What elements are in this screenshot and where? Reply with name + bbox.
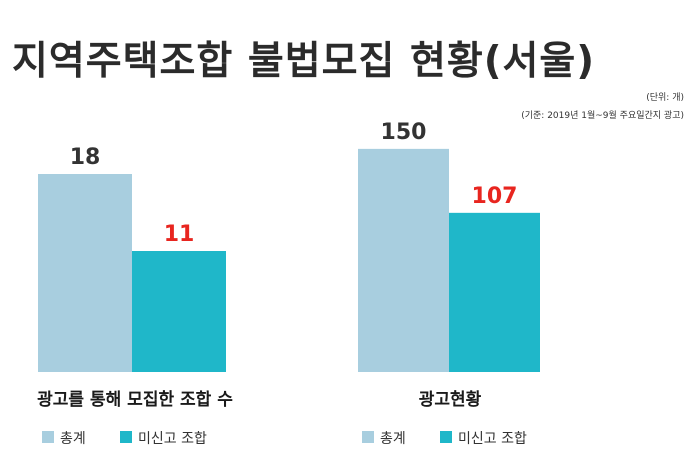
value-label: 107: [472, 184, 518, 209]
bar-total: [38, 174, 132, 372]
value-label: 18: [70, 145, 101, 170]
chart-title: 광고를 통해 모집한 조합 수: [37, 389, 233, 410]
value-label: 11: [164, 222, 195, 247]
legend-swatch-total: [362, 431, 374, 443]
legend-label-unreported: 미신고 조합: [458, 431, 527, 447]
bar-unreported: [132, 251, 226, 372]
value-label: 150: [381, 120, 427, 145]
unit-note: (단위: 개): [646, 93, 684, 103]
legend-swatch-total: [42, 431, 54, 443]
legend-label-total: 총계: [60, 431, 86, 447]
legend-swatch-unreported: [440, 431, 452, 443]
legend-label-total: 총계: [380, 431, 406, 447]
legend-label-unreported: 미신고 조합: [138, 431, 207, 447]
page-title: 지역주택조합 불법모집 현황(서울): [12, 39, 596, 84]
basis-note: (기준: 2019년 1월~9월 주요일간지 광고): [521, 111, 684, 121]
legend-swatch-unreported: [120, 431, 132, 443]
chart-title: 광고현황: [419, 390, 482, 410]
bar-unreported: [449, 212, 540, 372]
bar-total: [358, 148, 449, 372]
